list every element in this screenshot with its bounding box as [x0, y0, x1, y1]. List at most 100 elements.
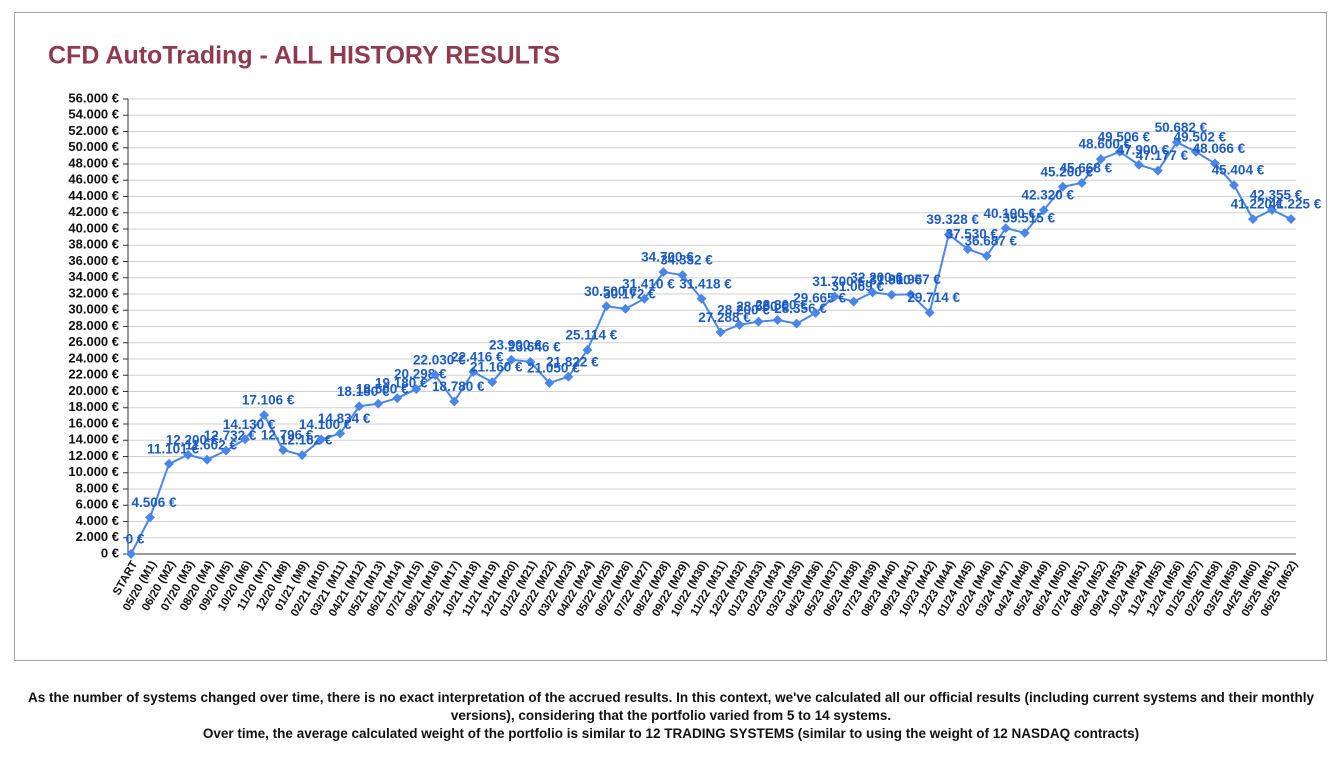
y-tick-label: 8.000 € — [76, 480, 119, 495]
y-tick-label: 16.000 € — [68, 415, 119, 430]
value-label: 48.600 € — [1079, 137, 1132, 152]
marker — [886, 289, 897, 300]
marker — [658, 267, 669, 278]
y-tick-label: 56.000 € — [68, 90, 119, 105]
note: As the number of systems changed over ti… — [27, 690, 1315, 723]
marker — [259, 410, 270, 420]
marker — [848, 296, 859, 307]
value-label: 31.957 € — [888, 272, 941, 287]
marker — [962, 244, 973, 255]
value-label: 40.100 € — [983, 206, 1036, 221]
value-label: 21.822 € — [546, 354, 599, 369]
y-tick-label: 12.000 € — [68, 448, 119, 463]
chart-frame — [14, 12, 1327, 661]
value-label: 45.404 € — [1212, 163, 1265, 178]
marker — [601, 301, 612, 312]
value-label: 12.200 € — [166, 432, 219, 447]
marker — [1286, 214, 1296, 224]
value-label: 28.600 € — [736, 299, 789, 314]
marker — [544, 378, 555, 388]
value-label: 18.780 € — [432, 379, 485, 394]
value-label: 45.200 € — [1041, 164, 1094, 179]
marker — [924, 307, 935, 318]
marker — [297, 450, 308, 461]
value-label: 47.177 € — [1136, 148, 1189, 163]
marker — [145, 512, 155, 523]
value-label: 49.506 € — [1098, 129, 1151, 144]
marker — [1209, 158, 1220, 169]
value-label: 37.530 € — [945, 227, 998, 242]
marker — [696, 293, 707, 304]
y-tick-label: 52.000 € — [68, 123, 119, 138]
marker — [772, 315, 783, 325]
marker — [1248, 214, 1258, 225]
y-tick-label: 38.000 € — [68, 237, 119, 252]
marker — [1038, 205, 1049, 216]
marker — [449, 396, 460, 407]
value-label: 36.687 € — [964, 233, 1017, 248]
value-label: 23.900 € — [489, 337, 542, 352]
value-label: 12.796 € — [261, 428, 314, 443]
marker — [278, 445, 289, 455]
marker — [1114, 146, 1125, 157]
y-tick-label: 20.000 € — [68, 383, 119, 398]
y-tick-label: 54.000 € — [68, 107, 119, 122]
value-label: 42.355 € — [1250, 187, 1303, 202]
value-label: 4.506 € — [131, 495, 177, 510]
y-tick-label: 50.000 € — [68, 139, 119, 154]
y-tick-label: 48.000 € — [68, 155, 119, 170]
y-tick-label: 10.000 € — [68, 464, 119, 479]
marker — [126, 549, 136, 559]
value-label: 31.700 € — [812, 274, 865, 289]
marker — [525, 356, 536, 367]
value-label: 22.416 € — [451, 349, 504, 364]
marker — [240, 434, 251, 445]
marker — [468, 366, 479, 377]
marker — [791, 318, 802, 329]
value-label: 30.500 € — [584, 284, 637, 299]
marker — [620, 303, 631, 314]
y-tick-label: 6.000 € — [76, 497, 119, 512]
marker — [1019, 227, 1030, 238]
y-tick-label: 28.000 € — [68, 318, 119, 333]
marker — [677, 270, 688, 281]
value-label: 17.106 € — [242, 393, 295, 408]
y-tick-label: 18.000 € — [68, 399, 119, 414]
value-label: 31.418 € — [679, 276, 732, 291]
value-label: 18.180 € — [337, 384, 390, 399]
marker — [981, 250, 992, 261]
value-label: 0 € — [126, 532, 145, 547]
value-label: 31.900 € — [869, 272, 922, 287]
value-label: 27.288 € — [698, 310, 751, 325]
y-tick-label: 42.000 € — [68, 204, 119, 219]
marker — [715, 327, 726, 338]
y-tick-label: 40.000 € — [68, 220, 119, 235]
marker — [1076, 177, 1087, 188]
y-tick-label: 14.000 € — [68, 432, 119, 447]
marker — [430, 370, 441, 380]
value-label: 23.646 € — [508, 339, 561, 354]
marker — [867, 287, 878, 298]
value-label: 14.130 € — [223, 417, 276, 432]
y-tick-label: 34.000 € — [68, 269, 119, 284]
marker — [487, 377, 498, 388]
value-label: 45.668 € — [1060, 161, 1113, 176]
y-tick-label: 32.000 € — [68, 285, 119, 300]
value-label: 14.834 € — [318, 411, 371, 426]
marker — [506, 354, 517, 365]
value-label: 50.682 € — [1155, 120, 1208, 135]
marker — [411, 384, 422, 395]
value-label: 22.030 € — [413, 353, 466, 368]
y-tick-label: 24.000 € — [68, 350, 119, 365]
value-label: 39.515 € — [1002, 211, 1055, 226]
chart-title: CFD AutoTrading - ALL HISTORY RESULTS — [48, 42, 560, 70]
marker — [943, 229, 954, 240]
marker — [1190, 146, 1201, 157]
value-label: 42.320 € — [1022, 188, 1075, 203]
marker — [1000, 223, 1011, 234]
value-label: 34.700 € — [641, 250, 694, 265]
value-label: 31.410 € — [622, 276, 675, 291]
value-label: 14.100 € — [299, 417, 352, 432]
value-label: 29.714 € — [907, 290, 960, 305]
